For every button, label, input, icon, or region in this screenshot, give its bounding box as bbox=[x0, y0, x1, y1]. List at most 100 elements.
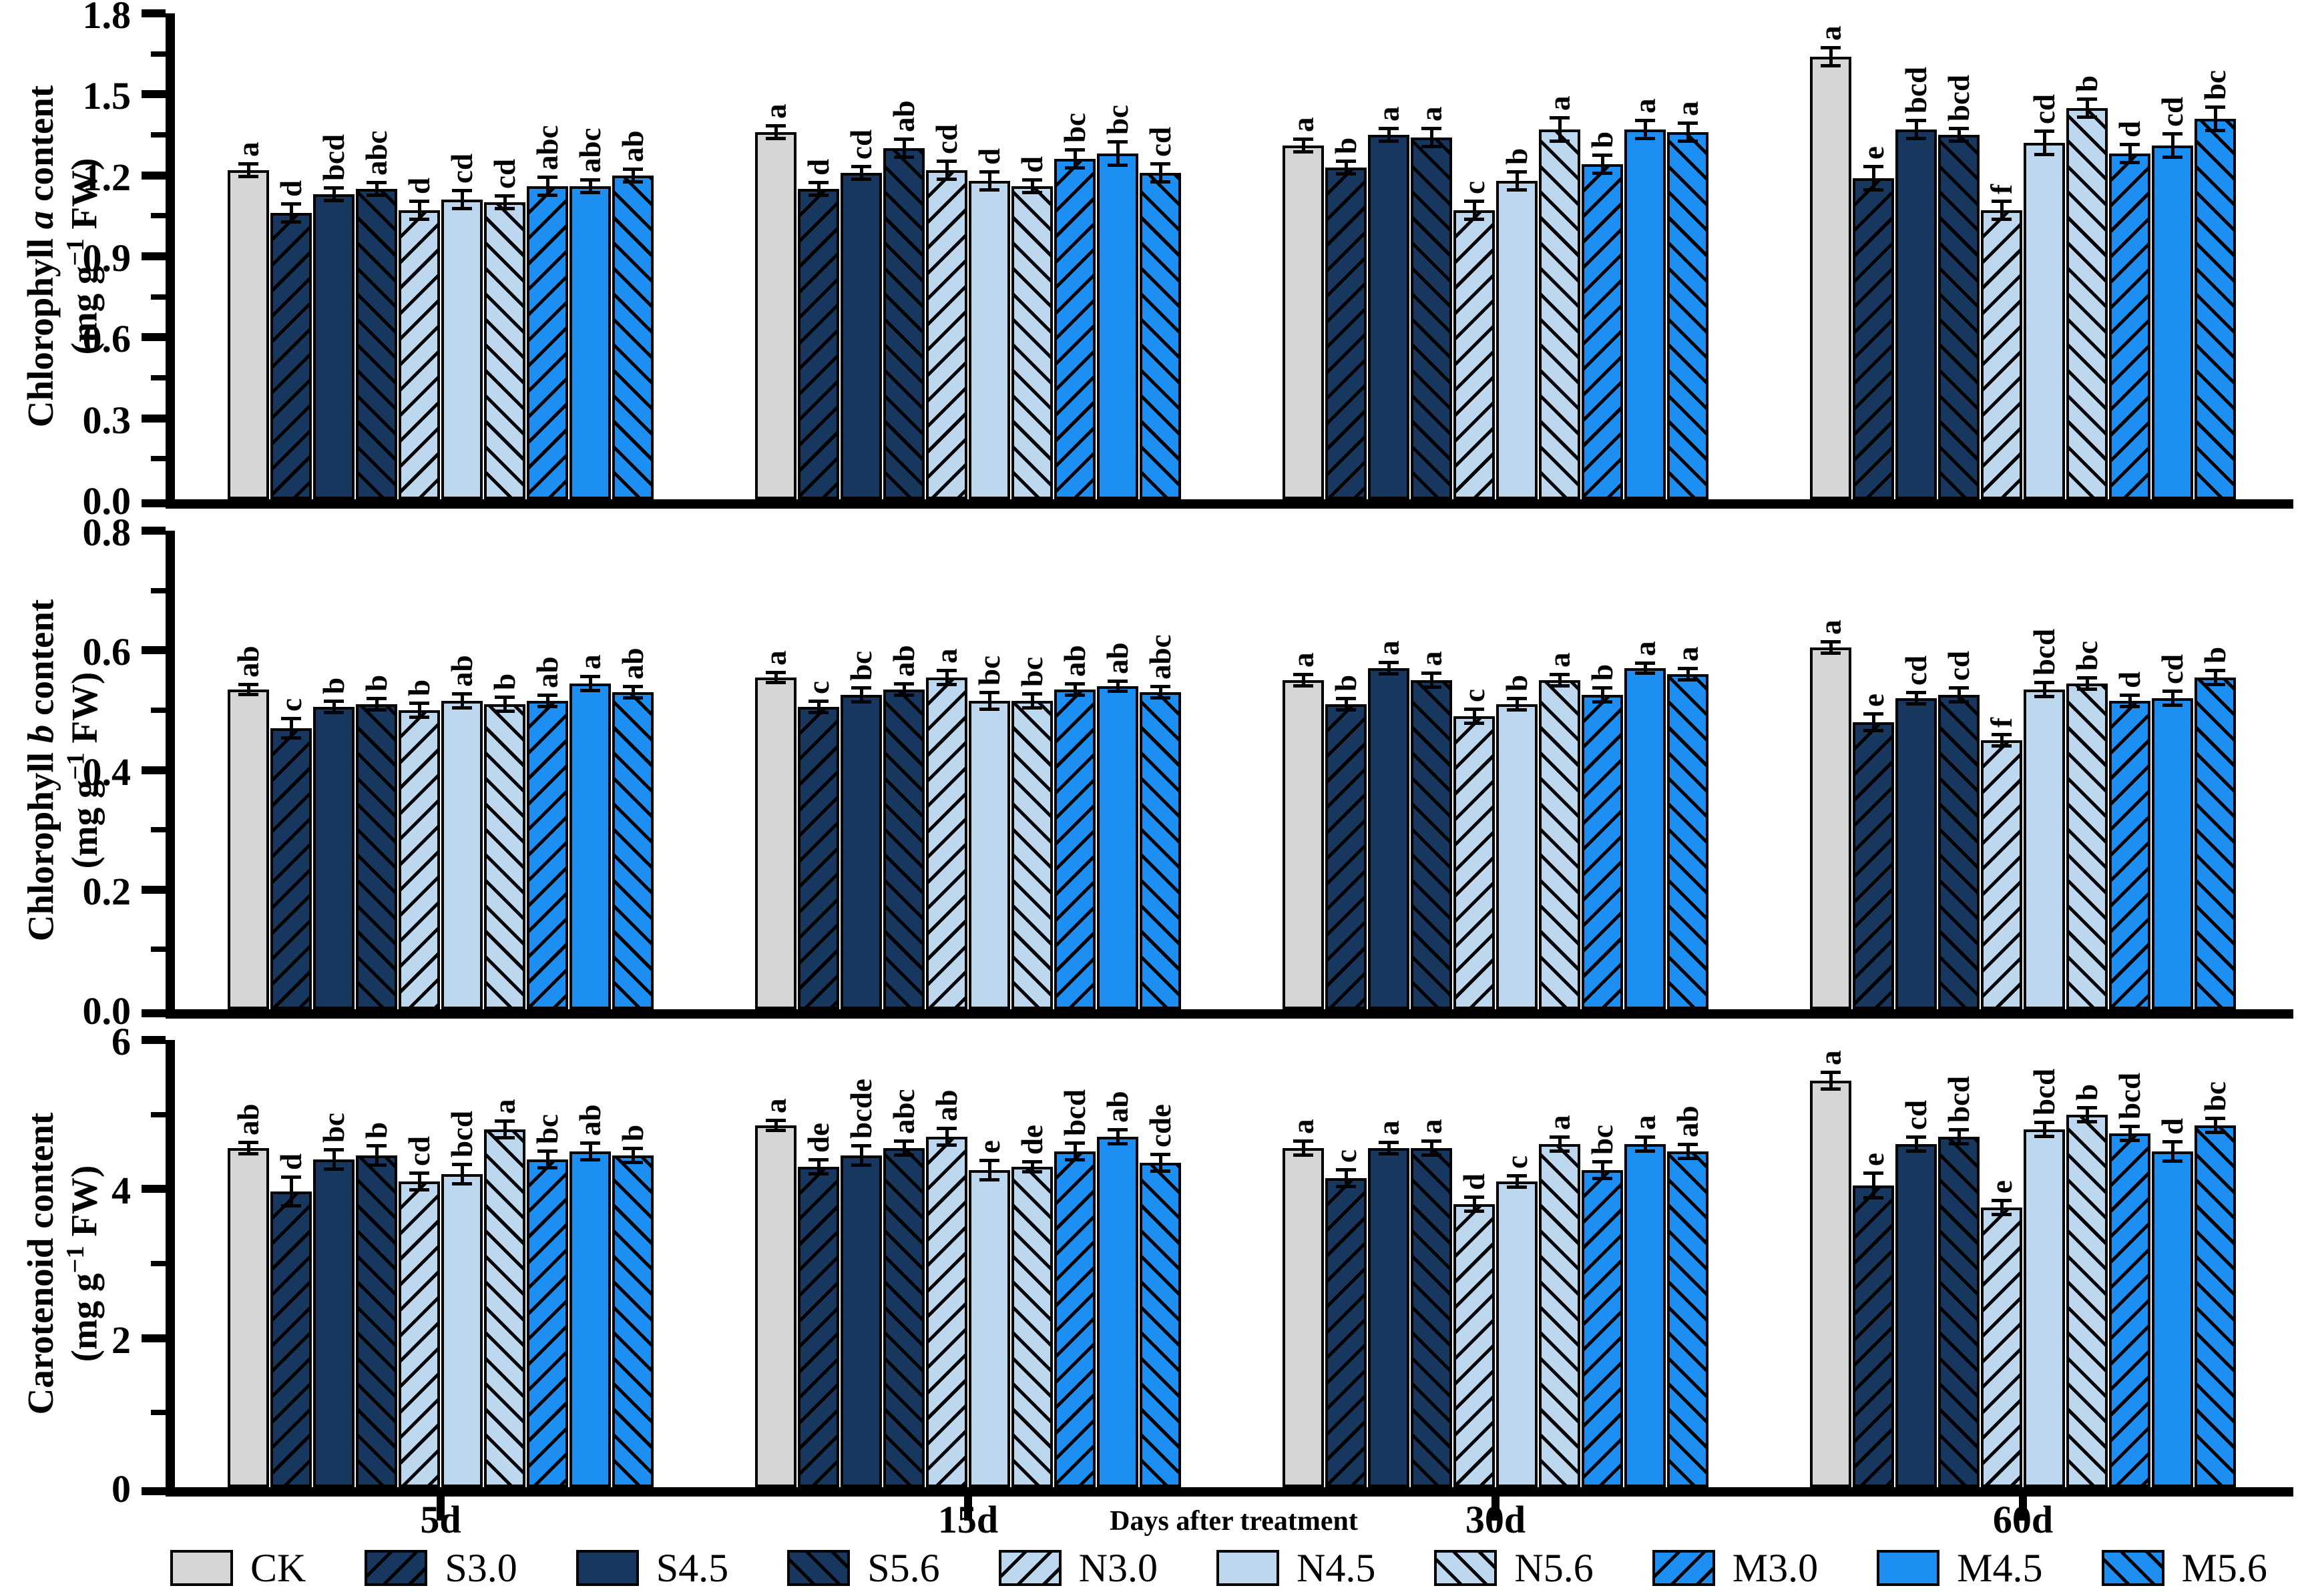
error-bar-cap-top bbox=[409, 702, 429, 705]
y-major-tick bbox=[142, 1009, 166, 1017]
error-bar-line bbox=[503, 698, 507, 710]
sig-letter-N4.5-15d: e bbox=[973, 1140, 1006, 1153]
error-bar-cap-bottom bbox=[1635, 137, 1655, 140]
error-bar-line bbox=[903, 140, 906, 156]
error-bar-cap-bottom bbox=[2077, 115, 2097, 119]
error-bar-cap-top bbox=[2205, 669, 2225, 672]
error-bar-line bbox=[988, 694, 991, 708]
bar-M4.5-60d bbox=[2152, 146, 2193, 499]
sig-letter-M4.5-15d: ab bbox=[1101, 1091, 1134, 1123]
bar-M5.6-30d bbox=[1667, 1151, 1708, 1487]
bar-M3.0-5d bbox=[527, 186, 568, 499]
error-bar-line bbox=[1430, 674, 1433, 686]
bar-CK-60d bbox=[1810, 57, 1851, 499]
error-bar-line bbox=[945, 672, 949, 684]
sig-letter-N4.5-5d: bcd bbox=[445, 1110, 479, 1157]
error-bar-cap-bottom bbox=[580, 191, 600, 194]
error-bar-line bbox=[2000, 202, 2004, 218]
error-bar-line bbox=[945, 162, 949, 178]
legend-item-S4.5: S4.5 bbox=[576, 1548, 728, 1588]
x-group-tick-60d bbox=[2019, 1497, 2027, 1521]
error-bar-line bbox=[1031, 181, 1034, 192]
error-bar-line bbox=[1644, 664, 1647, 672]
error-bar-cap-bottom bbox=[1065, 694, 1085, 697]
error-bar-cap-top bbox=[1678, 667, 1698, 670]
error-bar-cap-bottom bbox=[1949, 140, 1969, 143]
error-bar-cap-bottom bbox=[324, 1167, 344, 1171]
error-bar-cap-top bbox=[1108, 680, 1128, 683]
error-bar-cap-bottom bbox=[623, 696, 643, 700]
error-bar-line bbox=[1829, 1073, 1833, 1088]
error-bar-line bbox=[1473, 202, 1476, 218]
error-bar-cap-bottom bbox=[979, 708, 999, 711]
sig-letter-N3.0-30d: d bbox=[1457, 1173, 1491, 1190]
error-bar-cap-bottom bbox=[894, 1153, 914, 1157]
error-bar-cap-bottom bbox=[409, 1188, 429, 1191]
error-bar-cap-top bbox=[979, 170, 999, 174]
bar-CK-5d bbox=[228, 690, 269, 1009]
error-bar-line bbox=[290, 205, 293, 221]
sig-letter-CK-15d: a bbox=[759, 1098, 792, 1114]
legend-item-N5.6: N5.6 bbox=[1434, 1548, 1594, 1588]
bar-CK-5d bbox=[228, 1148, 269, 1487]
error-bar-line bbox=[2086, 1109, 2089, 1121]
error-bar-cap-bottom bbox=[851, 178, 871, 181]
bar-M4.5-5d bbox=[569, 1151, 611, 1487]
error-bar-cap-bottom bbox=[623, 180, 643, 184]
y-axis-title: Carotenoid content (mg g−1 FW) bbox=[20, 1112, 104, 1415]
bar-M3.0-30d bbox=[1582, 1170, 1623, 1487]
legend-item-N3.0: N3.0 bbox=[998, 1548, 1158, 1588]
y-tick-label: 1.5 bbox=[82, 74, 132, 118]
error-bar-cap-top bbox=[894, 682, 914, 686]
error-bar-line bbox=[2086, 100, 2089, 116]
error-bar-line bbox=[1159, 688, 1162, 697]
error-bar-cap-top bbox=[809, 181, 829, 184]
sig-letter-N3.0-5d: cd bbox=[403, 1136, 436, 1166]
y-tick-label: 0.3 bbox=[82, 398, 132, 442]
error-bar-cap-bottom bbox=[495, 207, 515, 210]
sig-letter-S4.5-5d: bc bbox=[317, 1113, 351, 1143]
sig-letter-M4.5-5d: ab bbox=[573, 1104, 607, 1136]
sig-letter-N5.6-30d: a bbox=[1543, 1115, 1576, 1131]
bar-M4.5-15d bbox=[1097, 154, 1138, 499]
error-bar-cap-bottom bbox=[1379, 1152, 1399, 1155]
error-bar-line bbox=[1387, 129, 1391, 140]
bar-N3.0-5d bbox=[399, 210, 440, 499]
error-bar-cap-bottom bbox=[937, 683, 957, 686]
error-bar-cap-top bbox=[809, 1158, 829, 1161]
error-bar-cap-bottom bbox=[809, 711, 829, 714]
legend-label-M3.0: M3.0 bbox=[1732, 1546, 1819, 1590]
error-bar-line bbox=[1915, 694, 1918, 703]
x-group-tick-5d bbox=[437, 1497, 445, 1521]
error-bar-cap-top bbox=[2120, 1125, 2140, 1128]
error-bar-line bbox=[817, 702, 821, 712]
error-bar-cap-bottom bbox=[623, 1161, 643, 1164]
y-major-tick bbox=[142, 499, 166, 507]
error-bar-cap-top bbox=[367, 1144, 387, 1147]
error-bar-cap-bottom bbox=[1336, 708, 1356, 712]
bar-S5.6-15d bbox=[883, 690, 925, 1009]
error-bar-cap-top bbox=[1464, 1195, 1484, 1199]
bar-S3.0-60d bbox=[1853, 722, 1894, 1009]
error-bar-cap-top bbox=[1421, 127, 1441, 130]
error-bar-line bbox=[1473, 1198, 1476, 1210]
error-bar-line bbox=[1074, 685, 1077, 694]
error-bar-cap-bottom bbox=[2162, 156, 2182, 159]
error-bar-cap-top bbox=[1336, 1168, 1356, 1171]
legend-swatch-S3.0 bbox=[365, 1550, 428, 1586]
error-bar-cap-top bbox=[937, 1127, 957, 1130]
error-bar-cap-bottom bbox=[894, 694, 914, 697]
error-bar-cap-top bbox=[1821, 640, 1841, 643]
bar-CK-30d bbox=[1283, 146, 1324, 499]
error-bar-cap-bottom bbox=[1507, 1185, 1527, 1189]
error-bar-cap-top bbox=[1949, 1128, 1969, 1131]
error-bar-line bbox=[2043, 684, 2046, 696]
error-bar-cap-top bbox=[409, 200, 429, 203]
error-bar-cap-bottom bbox=[766, 1129, 786, 1132]
error-bar-cap-top bbox=[1992, 200, 2012, 203]
error-bar-line bbox=[2171, 692, 2174, 704]
error-bar-cap-top bbox=[1022, 692, 1042, 696]
error-bar-line bbox=[1473, 710, 1476, 722]
error-bar-line bbox=[1558, 676, 1562, 685]
bar-S3.0-15d bbox=[798, 707, 839, 1009]
